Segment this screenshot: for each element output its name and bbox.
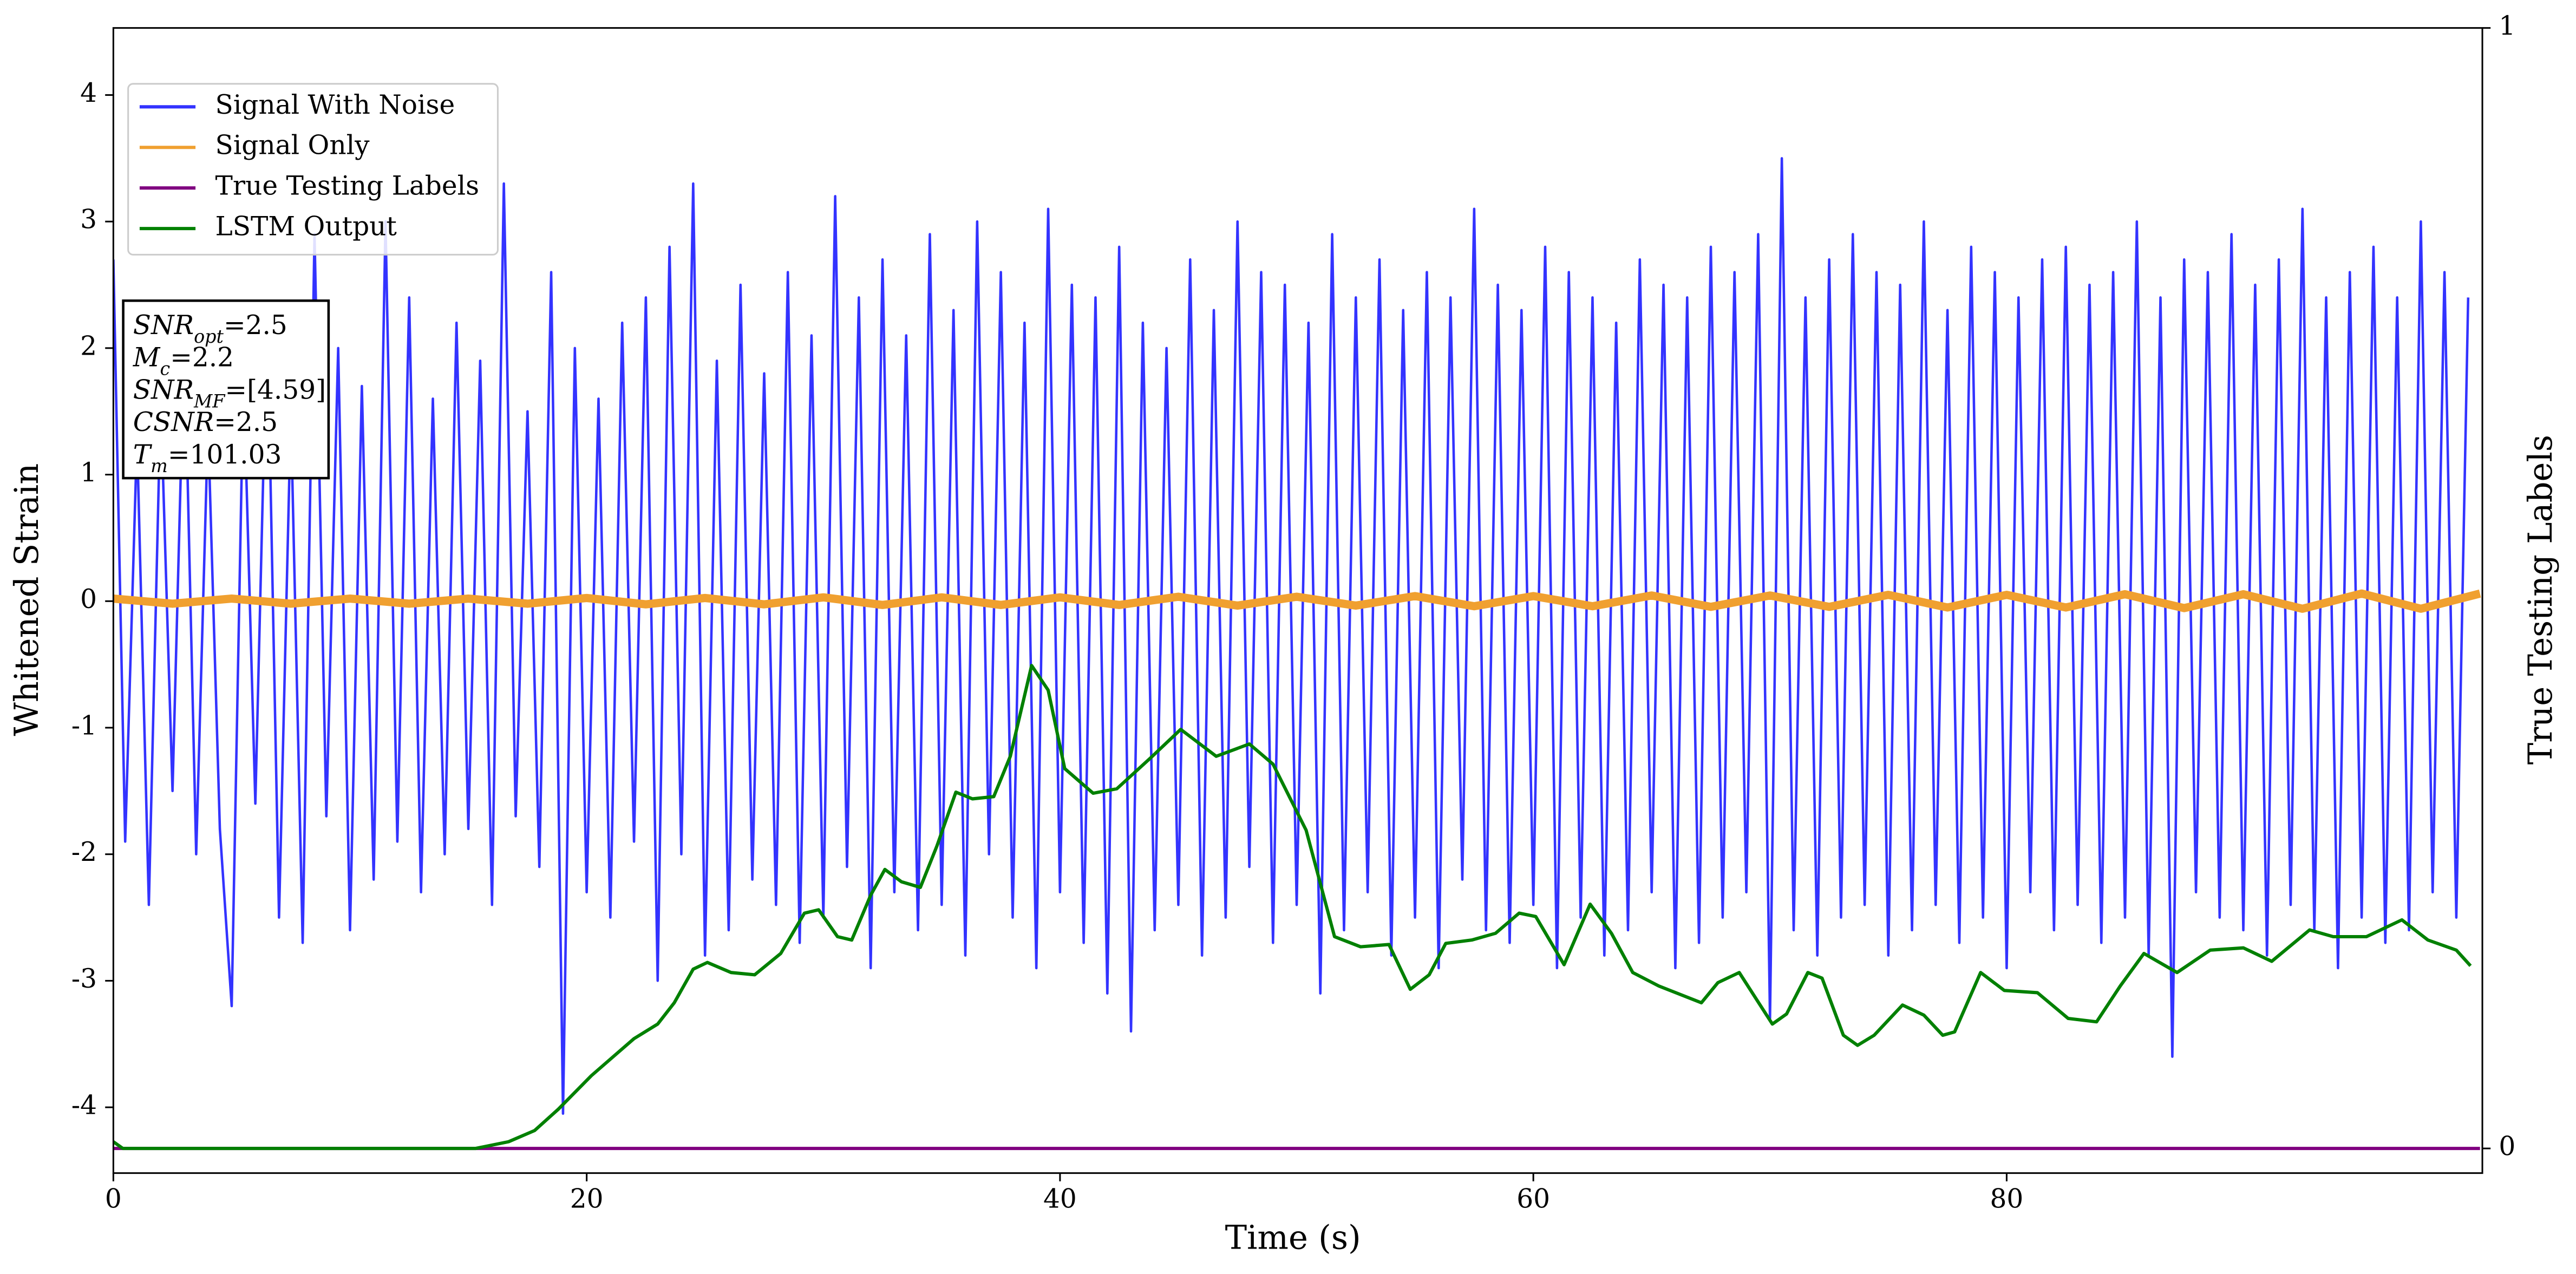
x-axis-label: Time (s) xyxy=(1225,1219,1361,1257)
legend-label: Signal With Noise xyxy=(215,90,455,120)
legend-label: LSTM Output xyxy=(215,212,397,242)
y2-axis-label: True Testing Labels xyxy=(2522,435,2560,765)
annotation-line: CSNR=2.5 xyxy=(133,407,278,437)
annotation-subscript: m xyxy=(151,455,168,476)
y-tick-label: -4 xyxy=(71,1090,97,1121)
x-tick-label: 0 xyxy=(105,1184,122,1214)
y-tick-label: 0 xyxy=(80,584,97,615)
annotation-line: SNRopt=2.5 xyxy=(133,310,287,347)
plot-area xyxy=(113,157,2481,1151)
y-tick-label: 3 xyxy=(80,205,97,235)
y-tick-label: -1 xyxy=(71,711,97,741)
annotation: SNRopt=2.5Mc=2.2SNRMF=[4.59]CSNR=2.5Tm=1… xyxy=(122,299,330,480)
annotation-symbol: SNR xyxy=(133,310,194,340)
annotation-value: =2.2 xyxy=(170,342,234,373)
annotation-value: =2.5 xyxy=(214,407,278,437)
legend-box xyxy=(127,83,499,256)
x-tick-label: 80 xyxy=(1990,1184,2024,1214)
annotation-symbol: M xyxy=(133,342,161,373)
annotation-line: Tm=101.03 xyxy=(133,440,282,476)
y-axis-label: Whitened Strain xyxy=(8,463,46,736)
annotation-line: Mc=2.2 xyxy=(133,342,234,379)
annotation-value: =[4.59] xyxy=(225,375,326,405)
y-tick-label: -3 xyxy=(71,964,97,994)
annotation-symbol: SNR xyxy=(133,375,194,405)
annotation-subscript: c xyxy=(160,358,171,379)
y2-tick-label: 1 xyxy=(2499,11,2515,41)
annotation-symbol: CSNR xyxy=(133,407,214,437)
series-line xyxy=(113,589,2481,613)
y-tick-label: 2 xyxy=(80,331,97,361)
annotation-value: =2.5 xyxy=(224,310,287,340)
annotation-line: SNRMF=[4.59] xyxy=(133,375,326,411)
legend-label: True Testing Labels xyxy=(215,171,480,201)
series-line xyxy=(113,664,2472,1151)
legend: Signal With Noise Signal Only True Testing… xyxy=(127,83,499,256)
x-tick-label: 40 xyxy=(1043,1184,1077,1214)
y2-tick-label: 0 xyxy=(2499,1132,2515,1162)
y-tick-label: 1 xyxy=(80,458,97,488)
annotation-box xyxy=(122,299,330,480)
y-tick-label: 4 xyxy=(80,78,97,108)
annotation-subscript: MF xyxy=(193,390,226,411)
annotation-subscript: opt xyxy=(194,325,224,347)
x-tick-label: 60 xyxy=(1516,1184,1550,1214)
series-line xyxy=(113,157,2470,1115)
annotation-symbol: T xyxy=(133,440,153,470)
legend-label: Signal Only xyxy=(215,130,370,161)
y-tick-label: -2 xyxy=(71,837,97,867)
x-tick-label: 20 xyxy=(570,1184,604,1214)
annotation-value: =101.03 xyxy=(168,440,282,470)
